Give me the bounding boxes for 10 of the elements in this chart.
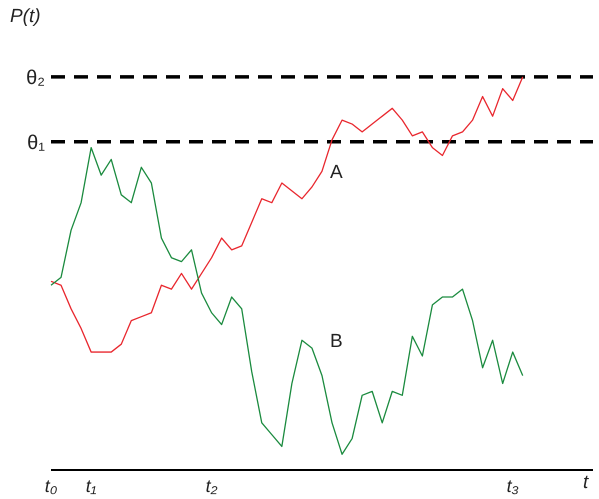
- x-tick-label: t₂: [206, 476, 218, 496]
- x-axis-title: t: [583, 472, 588, 494]
- x-tick-label: t₀: [44, 476, 58, 496]
- x-tick-label: t₃: [506, 476, 519, 496]
- series-label: A: [330, 162, 343, 184]
- ref-line-label: θ₁: [27, 132, 46, 154]
- x-tick-label: t₁: [86, 476, 97, 496]
- series-label: B: [330, 331, 343, 353]
- ref-line-label: θ₂: [26, 66, 45, 89]
- y-axis-title: P(t): [10, 6, 41, 28]
